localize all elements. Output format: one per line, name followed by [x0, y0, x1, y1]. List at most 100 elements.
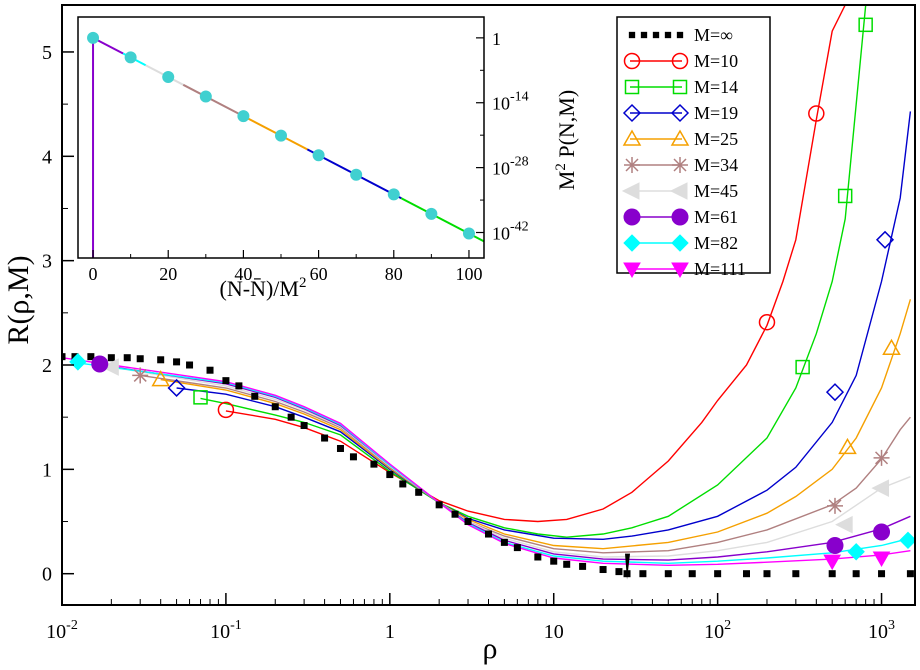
legend-swatch-dot	[640, 31, 648, 39]
m-inf-point	[563, 560, 571, 568]
m-inf-point-shape	[664, 570, 672, 578]
m-inf-point	[500, 538, 508, 546]
m-inf-point-shape	[235, 382, 243, 390]
inset-marker	[462, 227, 475, 240]
legend-swatch-marker-shape	[623, 208, 641, 226]
x-tick-label-exponent: -2	[66, 618, 78, 633]
inset-marker	[350, 168, 363, 181]
m-inf-point	[206, 366, 214, 374]
m-inf-point	[550, 557, 558, 565]
inset-marker	[312, 149, 325, 162]
m-inf-point-shape	[599, 566, 607, 574]
x-axis-title: ρ	[483, 632, 498, 665]
m-inf-point-shape	[828, 570, 836, 578]
legend: M=∞ M=10 M=14 M=19 M=25 M=34 M=45 M=61 M=82 M=111	[616, 16, 771, 279]
inset-y-tick-label-exponent: -28	[510, 155, 529, 170]
m-inf-point	[186, 361, 194, 369]
inset-y-tick-label: 10-28	[492, 155, 529, 179]
m-inf-point-shape	[349, 453, 357, 461]
m-inf-point-shape	[852, 570, 860, 578]
inset-x-tick-label: 40	[234, 264, 252, 284]
y-tick-label: 2	[42, 355, 52, 377]
m-inf-point-shape	[742, 570, 750, 578]
legend-swatch-marker-shape	[623, 52, 641, 70]
series-marker	[899, 531, 915, 550]
series-marker-shape	[151, 370, 170, 387]
legend-swatch-marker	[622, 129, 642, 146]
main-curves	[62, 5, 912, 567]
main-markers	[62, 17, 915, 580]
m-inf-point-shape	[271, 403, 279, 411]
legend-swatch-marker	[672, 79, 688, 95]
inset-y-tick-label-base: 10	[492, 159, 510, 179]
series-marker-shape	[837, 188, 853, 204]
legend-swatch-marker-shape	[624, 79, 640, 95]
legend-swatch-marker-shape	[622, 103, 642, 123]
series-marker-shape	[795, 359, 810, 375]
inset-marker	[275, 129, 287, 142]
m-inf-point	[321, 434, 329, 442]
legend-label: M=19	[694, 103, 738, 123]
legend-item: M=∞	[628, 25, 733, 45]
series-marker	[847, 543, 865, 561]
series-marker-shape	[835, 515, 853, 534]
legend-swatch-dot	[652, 31, 660, 39]
m-inf-point	[435, 501, 443, 509]
series-marker	[758, 313, 776, 331]
series-marker	[873, 523, 891, 541]
m-inf-point-shape	[435, 501, 443, 509]
legend-label: M=111	[694, 259, 746, 279]
legend-swatch-marker-shape	[671, 262, 689, 279]
m-inf-point-shape	[186, 361, 194, 369]
series-marker-shape	[193, 390, 208, 405]
series-marker-shape	[825, 383, 845, 402]
m-inf-point	[271, 403, 279, 411]
legend-item: M=61	[623, 207, 738, 227]
legend-swatch-marker-stroke	[673, 158, 687, 172]
series-marker	[882, 338, 901, 356]
series-marker-shape	[899, 531, 915, 550]
m-inf-point-shape	[399, 480, 407, 488]
series-marker-shape	[882, 338, 901, 356]
series-marker-shape	[69, 353, 87, 371]
series-marker	[838, 437, 857, 455]
x-tick-label: 10-2	[46, 618, 78, 643]
m-inf-point-shape	[688, 570, 696, 578]
m-inf-point	[579, 562, 587, 570]
series-marker	[193, 390, 208, 405]
m-inf-point	[714, 570, 722, 578]
legend-label: M=61	[694, 207, 738, 227]
m-inf-point	[107, 354, 115, 362]
m-inf-point-shape	[563, 560, 571, 568]
legend-item: M=34	[624, 155, 738, 175]
legend-swatch-dot-shape	[664, 31, 672, 39]
legend-swatch-marker-shape	[671, 52, 689, 70]
x-tick-label-exponent: 3	[888, 618, 895, 633]
legend-item: M=45	[621, 181, 738, 201]
legend-swatch-dot-shape	[640, 31, 648, 39]
x-tick-label-base: 10	[868, 621, 888, 643]
legend-swatch-marker	[622, 103, 642, 123]
inset-x-tick-label: 60	[310, 264, 328, 284]
inset-x-tick-label: 100	[455, 264, 482, 284]
legend-swatch-marker	[671, 208, 689, 226]
m-inf-point-shape	[906, 570, 914, 578]
m-inf-point	[664, 570, 672, 578]
inset-x-axis: 0 20 40 60 80 100	[89, 250, 482, 284]
legend-swatch-marker	[671, 52, 689, 70]
m-inf-point-shape	[513, 544, 521, 552]
legend-swatch-marker-shape	[670, 129, 690, 146]
m-inf-point	[300, 422, 308, 430]
legend-swatch-marker	[672, 157, 688, 173]
x-tick-label: 10	[544, 621, 564, 643]
series-marker-stroke	[133, 368, 147, 382]
m-inf-point-shape	[792, 570, 800, 578]
m-inf-point-shape	[464, 518, 472, 526]
m-inf-point	[336, 444, 344, 452]
m-inf-point	[852, 570, 860, 578]
legend-item: M=14	[624, 77, 738, 97]
series-line-M14	[200, 5, 867, 538]
